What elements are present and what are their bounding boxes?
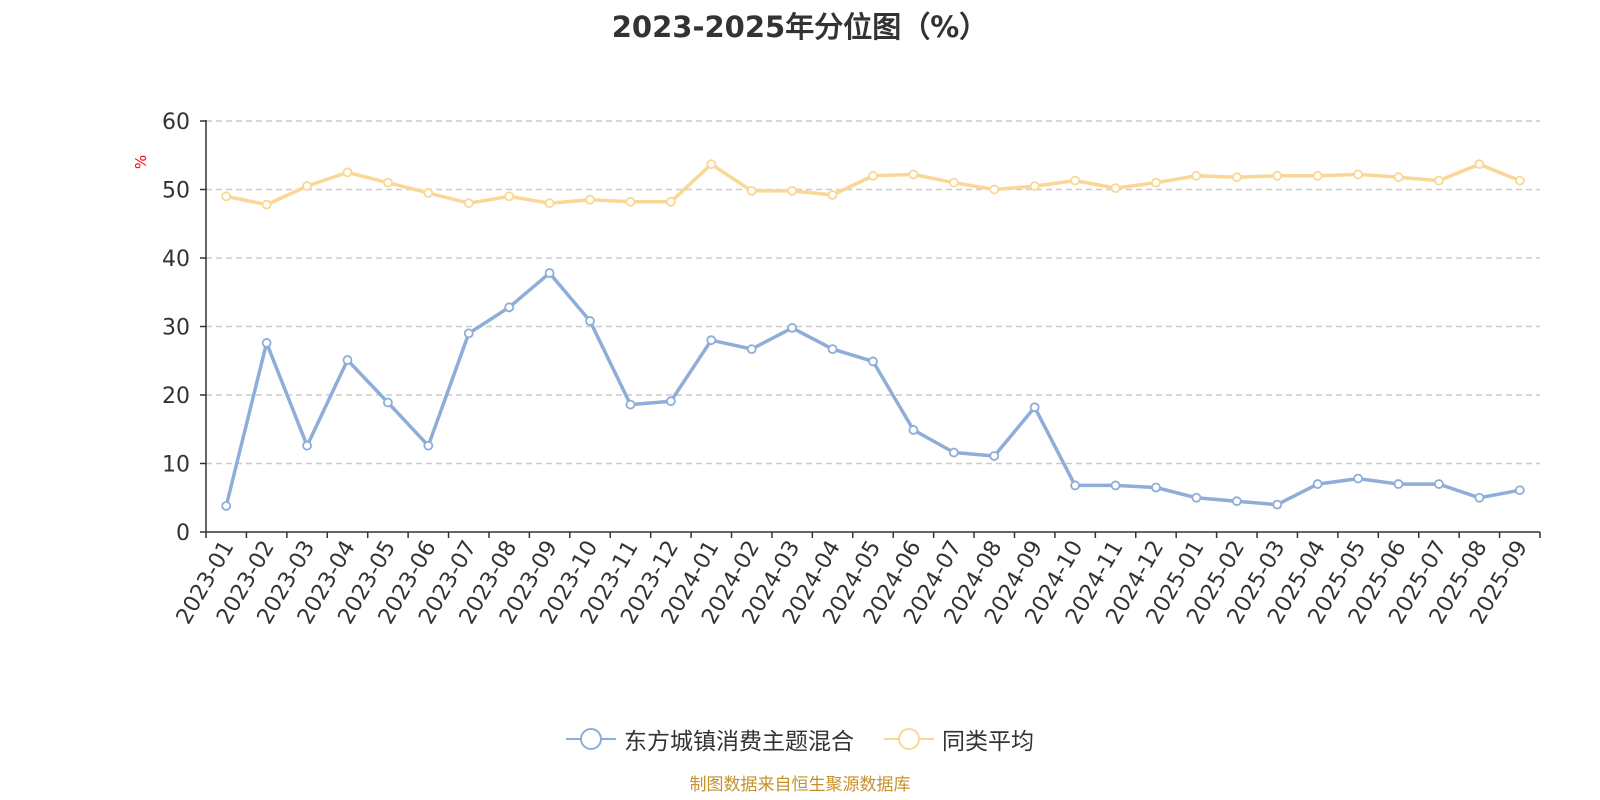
data-point-0-21 [1070,480,1081,491]
legend-item-category-average[interactable]: 同类平均 [884,722,1034,756]
series-line-1 [225,162,1521,207]
y-tick-label: 20 [162,384,190,409]
data-point-0-18 [948,447,959,458]
data-point-1-9 [585,194,595,205]
data-point-1-27 [1312,170,1323,181]
data-point-0-17 [908,425,919,435]
legend-label-fund: 东方城镇消费主题混合 [624,729,854,755]
y-tick-label: 40 [162,247,190,272]
data-point-0-2 [302,440,312,451]
data-point-1-1 [261,199,272,210]
data-point-1-19 [989,184,1000,195]
data-point-1-29 [1393,172,1404,183]
data-point-1-23 [1151,177,1161,188]
data-point-1-21 [1070,175,1081,186]
series-line-0 [224,271,1521,507]
data-point-0-5 [423,440,434,451]
data-point-0-25 [1231,496,1242,507]
data-point-1-18 [948,177,959,188]
data-point-1-17 [908,169,919,180]
data-point-0-19 [989,451,1000,461]
data-point-0-14 [787,322,798,333]
data-point-0-0 [221,501,232,511]
data-point-0-8 [544,268,555,278]
data-point-0-6 [463,328,474,339]
data-point-0-22 [1110,480,1121,491]
data-point-1-30 [1434,175,1444,186]
y-axis-label: % [132,155,150,169]
y-tick-label: 60 [162,110,190,135]
data-point-0-13 [746,344,757,355]
data-point-0-9 [585,316,595,326]
data-point-1-20 [1029,181,1040,191]
data-point-0-3 [342,355,353,365]
data-point-1-6 [463,198,474,209]
data-point-0-15 [827,344,838,355]
data-point-1-11 [665,196,676,207]
data-point-0-16 [868,356,878,367]
data-point-0-11 [665,396,676,407]
data-point-1-16 [868,170,878,181]
data-point-1-24 [1191,170,1202,181]
y-axis: 0 10 20 30 40 50 60 [162,110,207,546]
data-point-1-2 [302,181,312,191]
chart-title: 2023-2025年分位图（%） [611,10,989,44]
data-source-note: 制图数据来自恒生聚源数据库 [689,775,911,795]
data-point-1-25 [1231,172,1242,183]
data-point-1-31 [1474,159,1485,170]
data-point-1-28 [1353,169,1363,180]
data-point-1-26 [1272,170,1283,181]
legend-marker-fund [566,728,616,750]
legend-marker-category-average [884,728,934,750]
data-point-1-14 [787,185,798,196]
data-point-0-12 [706,335,717,346]
data-point-1-7 [504,191,515,202]
data-point-1-8 [544,198,555,209]
data-point-1-32 [1514,175,1525,186]
legend-label-category-average: 同类平均 [942,729,1034,755]
y-tick-label: 30 [162,316,190,341]
data-point-0-32 [1514,485,1525,496]
data-point-0-1 [261,338,272,348]
data-point-1-12 [706,159,717,170]
data-point-0-28 [1353,473,1363,484]
y-tick-label: 50 [162,179,190,204]
data-point-1-13 [746,185,757,196]
data-point-1-3 [342,167,353,178]
x-axis: 2023-012023-022023-032023-042023-052023-… [172,531,1541,629]
data-point-0-7 [504,302,515,313]
data-point-1-5 [423,188,434,198]
data-point-0-24 [1191,492,1202,503]
data-point-1-0 [221,191,232,202]
data-point-0-27 [1312,479,1323,489]
data-point-0-23 [1151,482,1161,493]
data-point-1-15 [827,190,838,200]
y-tick-label: 10 [162,453,190,478]
data-point-1-4 [383,177,393,188]
data-point-0-4 [383,397,393,408]
data-point-0-31 [1474,492,1485,503]
data-point-0-29 [1393,479,1404,489]
data-point-1-10 [625,196,636,207]
legend-item-fund[interactable]: 东方城镇消费主题混合 [566,722,854,756]
y-tick-label: 0 [176,521,190,546]
data-point-0-26 [1272,499,1283,510]
legend: 东方城镇消费主题混合 同类平均 [0,722,1600,756]
data-point-1-22 [1110,183,1121,194]
data-point-0-30 [1434,479,1444,489]
data-point-0-20 [1029,402,1040,413]
data-point-0-10 [625,399,636,410]
series-group [221,159,1525,511]
